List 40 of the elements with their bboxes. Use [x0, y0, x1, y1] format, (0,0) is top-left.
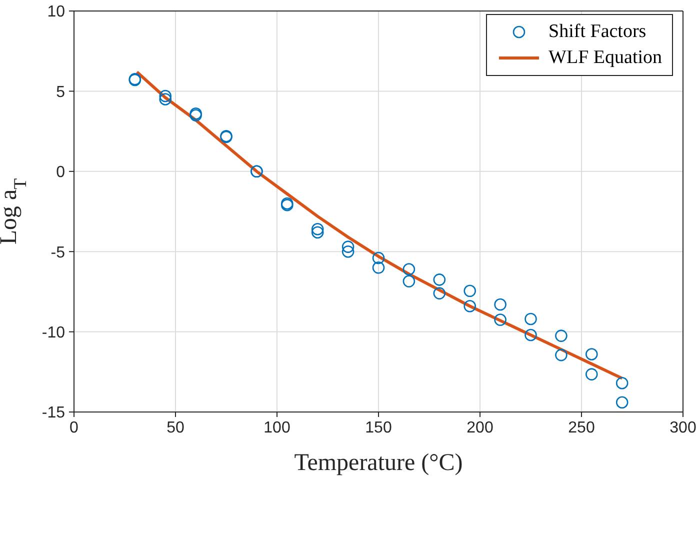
point	[402, 263, 416, 276]
point	[616, 396, 628, 409]
point	[586, 368, 598, 380]
point	[555, 348, 568, 362]
legend-label: Shift Factors	[548, 21, 646, 43]
point	[311, 222, 324, 236]
x-tick-label: 50	[166, 419, 184, 436]
x-tick-label: 250	[568, 419, 595, 436]
y-tick-label: 10	[47, 4, 66, 21]
point	[464, 284, 476, 298]
y-tick-label: -5	[50, 244, 66, 262]
point	[524, 328, 537, 342]
point	[372, 261, 385, 274]
point	[494, 314, 506, 326]
point	[433, 287, 446, 300]
x-tick-label: 150	[365, 419, 392, 436]
y-tick-label: -15	[42, 404, 66, 422]
point	[433, 274, 446, 286]
point	[555, 330, 568, 342]
point	[372, 252, 385, 264]
point	[342, 240, 354, 253]
point	[311, 226, 324, 238]
point	[524, 312, 537, 326]
x-tick-label: 0	[70, 419, 79, 436]
x-tick-label: 300	[670, 419, 696, 436]
point	[464, 300, 476, 312]
y-tick-label: 5	[56, 84, 66, 101]
x-tick-label: 200	[466, 419, 494, 436]
x-axis-title: Temperature (°C)	[294, 450, 463, 476]
x-tick-label: 100	[264, 419, 290, 436]
point	[586, 348, 598, 360]
point	[159, 90, 172, 102]
y-tick-label: 0	[56, 164, 66, 182]
y-tick-label: -10	[42, 324, 66, 342]
point	[402, 275, 416, 288]
point	[616, 376, 628, 390]
point	[159, 93, 172, 106]
point	[342, 245, 354, 258]
point	[494, 298, 506, 311]
legend-label: WLF Equation	[548, 47, 662, 69]
